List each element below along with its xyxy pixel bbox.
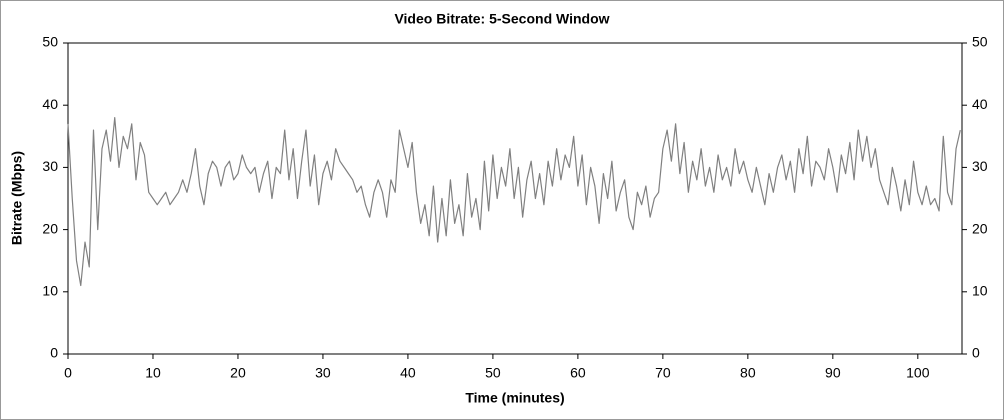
x-tick-label: 80 — [740, 365, 756, 381]
bitrate-line — [67, 117, 961, 287]
y2-tick-label: 40 — [972, 96, 988, 112]
y-tick-label: 0 — [50, 345, 58, 361]
y-tick-label: 50 — [42, 34, 58, 50]
x-tick-label: 30 — [315, 365, 331, 381]
y2-tick-label: 0 — [972, 345, 980, 361]
x-tick-label: 40 — [400, 365, 416, 381]
x-tick-label: 60 — [570, 365, 586, 381]
y2-tick-label: 30 — [972, 158, 988, 174]
y-tick-label: 20 — [42, 220, 58, 236]
x-tick-label: 70 — [655, 365, 671, 381]
y-tick-label: 30 — [42, 158, 58, 174]
x-tick-label: 10 — [145, 365, 161, 381]
x-tick-label: 0 — [64, 365, 72, 381]
y-tick-label: 40 — [42, 96, 58, 112]
x-tick-label: 20 — [230, 365, 246, 381]
x-tick-label: 50 — [485, 365, 501, 381]
y2-tick-label: 50 — [972, 34, 988, 50]
y-tick-label: 10 — [42, 283, 58, 299]
x-axis-label: Time (minutes) — [465, 390, 564, 406]
y2-tick-label: 10 — [972, 283, 988, 299]
y-axis-label: Bitrate (Mbps) — [9, 151, 25, 245]
chart-title: Video Bitrate: 5-Second Window — [394, 11, 609, 27]
y2-tick-label: 20 — [972, 220, 988, 236]
x-tick-label: 90 — [825, 365, 841, 381]
plot-area — [67, 42, 963, 355]
x-tick-label: 100 — [906, 365, 930, 381]
